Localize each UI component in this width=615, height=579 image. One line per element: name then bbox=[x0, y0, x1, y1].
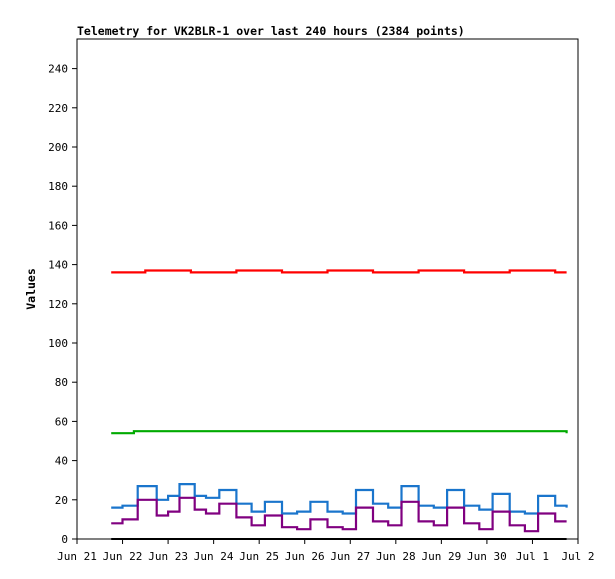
x-tick-label: Jun 27 bbox=[330, 550, 370, 563]
x-tick-label: Jun 29 bbox=[421, 550, 461, 563]
series-line-0 bbox=[111, 269, 567, 274]
series-line-2 bbox=[111, 483, 568, 515]
y-tick-label: 0 bbox=[61, 533, 68, 546]
y-tick-label: 220 bbox=[48, 102, 68, 115]
y-tick-label: 240 bbox=[48, 63, 68, 76]
y-tick-label: 200 bbox=[48, 141, 68, 154]
x-tick-label: Jun 24 bbox=[194, 550, 234, 563]
plot-area bbox=[76, 38, 579, 540]
x-tick-label: Jun 21 bbox=[57, 550, 97, 563]
x-tick-label: Jun 28 bbox=[376, 550, 416, 563]
y-tick-label: 120 bbox=[48, 298, 68, 311]
chart-title: Telemetry for VK2BLR-1 over last 240 hou… bbox=[77, 24, 465, 38]
series-line-3 bbox=[111, 496, 567, 533]
y-axis-ticks: 0 20 40 60 80 100 120 140 160 180 200 220 240 bbox=[48, 63, 77, 546]
x-tick-label: Jul 2 bbox=[561, 550, 594, 563]
y-tick-label: 160 bbox=[48, 219, 68, 232]
series-group bbox=[111, 269, 568, 540]
x-axis-ticks: Jun 21 Jun 22 Jun 23 Jun 24 Jun 25 Jun 26 Jun … bbox=[57, 539, 595, 563]
y-tick-label: 100 bbox=[48, 337, 68, 350]
x-tick-label: Jun 23 bbox=[148, 550, 188, 563]
y-tick-label: 20 bbox=[55, 494, 68, 507]
series-line-1 bbox=[111, 430, 568, 435]
x-tick-label: Jun 30 bbox=[467, 550, 507, 563]
y-tick-label: 60 bbox=[55, 415, 68, 428]
y-tick-label: 140 bbox=[48, 259, 68, 272]
y-tick-label: 80 bbox=[55, 376, 68, 389]
x-tick-label: Jun 25 bbox=[239, 550, 279, 563]
x-tick-label: Jun 26 bbox=[285, 550, 325, 563]
y-tick-label: 40 bbox=[55, 455, 68, 468]
x-tick-label: Jun 22 bbox=[103, 550, 143, 563]
y-axis-label: Values bbox=[24, 268, 38, 310]
x-tick-label: Jul 1 bbox=[516, 550, 549, 563]
y-tick-label: 180 bbox=[48, 180, 68, 193]
